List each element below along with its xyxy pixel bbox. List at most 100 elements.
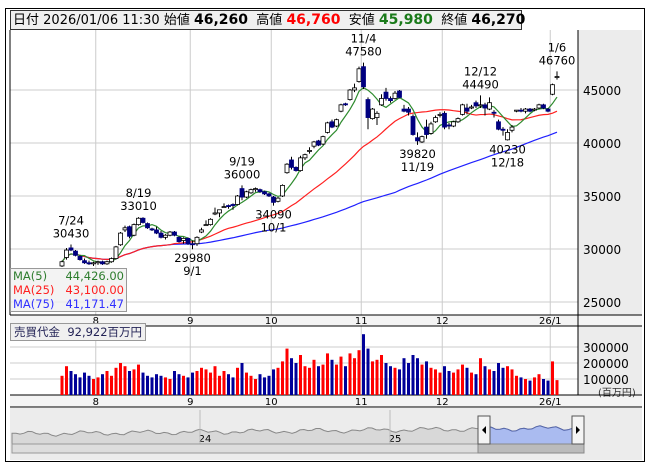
candle (347, 88, 353, 101)
volume-bar (132, 369, 136, 395)
volume-bar (443, 366, 446, 395)
volume-bar (420, 364, 424, 395)
x-axis-strip-volume (10, 395, 642, 407)
candle (275, 197, 281, 203)
volume-unit-label: (百万円) (598, 387, 636, 399)
volume-bar (285, 348, 289, 395)
candle (235, 194, 240, 206)
y-tick-label: 45000 (583, 84, 621, 98)
ma-legend: MA(5) 44,426.00 MA(25) 43,100.00 MA(75) 41,… (10, 268, 127, 312)
close-value: 46,270 (471, 12, 526, 28)
high-value: 46,760 (286, 12, 341, 28)
candle-body (437, 113, 443, 116)
candle-body (257, 189, 263, 193)
volume-bar (231, 377, 235, 395)
candle-body (487, 102, 492, 110)
volume-bar (407, 363, 410, 395)
candle-body (167, 231, 173, 236)
volume-bar (384, 363, 388, 395)
volume-bar (375, 359, 379, 395)
candle (82, 258, 87, 264)
x-tick-label: 9 (187, 316, 193, 327)
candle (532, 108, 537, 112)
candle (343, 102, 348, 106)
volume-bar (267, 375, 271, 395)
volume-bar (65, 366, 68, 395)
candle-body (122, 227, 128, 231)
candle (379, 94, 384, 106)
candle (473, 100, 479, 109)
candle (122, 225, 128, 233)
candle (221, 203, 227, 209)
volume-bar (528, 380, 532, 395)
candle-body (397, 90, 402, 98)
volume-bar (191, 372, 194, 395)
volume-bar (515, 375, 518, 395)
candle-body (410, 116, 416, 135)
candle-body (442, 112, 447, 128)
volume-bar (308, 367, 311, 395)
candle-body (77, 256, 83, 261)
volume-bar (510, 369, 514, 395)
candle-body (424, 126, 429, 135)
candle (338, 103, 344, 113)
candle-body (154, 229, 159, 234)
volume-bar (173, 371, 176, 395)
candle (329, 119, 335, 129)
candle-body (446, 124, 452, 127)
candle (212, 207, 218, 216)
chart-frame (5, 8, 645, 462)
candle-body (104, 261, 110, 265)
candle-body (302, 154, 308, 159)
volume-bar (78, 377, 82, 395)
candle-body (208, 218, 213, 226)
candle (95, 260, 101, 265)
annotation-date: 12/12 (464, 64, 497, 78)
volume-bar (519, 377, 523, 395)
volume-tick-label: 300000 (583, 341, 629, 355)
candle (491, 110, 497, 118)
candle-body (95, 261, 101, 264)
annotation-value: 44490 (462, 77, 499, 91)
candle (428, 121, 434, 135)
candle-body (550, 84, 555, 95)
volume-bar (497, 363, 500, 395)
candle (253, 187, 258, 192)
y-tick-label: 30000 (583, 243, 621, 257)
candle (199, 227, 204, 234)
candle (302, 153, 308, 160)
volume-bar (218, 375, 221, 395)
candle-body (347, 89, 353, 100)
candle (131, 223, 137, 237)
candle-body (284, 163, 290, 174)
volume-bar (69, 371, 73, 395)
open-value: 46,260 (193, 12, 249, 28)
candle-body (172, 231, 177, 236)
volume-bar (87, 375, 91, 395)
candle (68, 244, 74, 252)
candle-body (194, 236, 200, 245)
candle-body (307, 150, 312, 152)
candle (388, 96, 393, 103)
candle (145, 222, 150, 229)
candle (91, 261, 96, 266)
annotation-value: 40230 (489, 143, 526, 157)
candle-body (541, 104, 546, 109)
navigator-left-handle[interactable] (477, 415, 491, 445)
candle (307, 147, 312, 154)
candle-body (527, 108, 533, 112)
candle-body (509, 126, 515, 131)
candle-body (127, 226, 132, 237)
candle-body (293, 166, 299, 171)
candle (437, 112, 443, 118)
navigator-scrollbar-thumb[interactable] (477, 443, 585, 454)
trading-value-amount: 92,922百万円 (67, 325, 143, 339)
candle (500, 127, 506, 136)
candle (271, 196, 276, 206)
annotation-date: 8/19 (126, 186, 152, 200)
candle (172, 230, 177, 237)
candle (397, 90, 402, 99)
candle-body (523, 108, 528, 112)
navigator-right-handle[interactable] (571, 415, 585, 445)
